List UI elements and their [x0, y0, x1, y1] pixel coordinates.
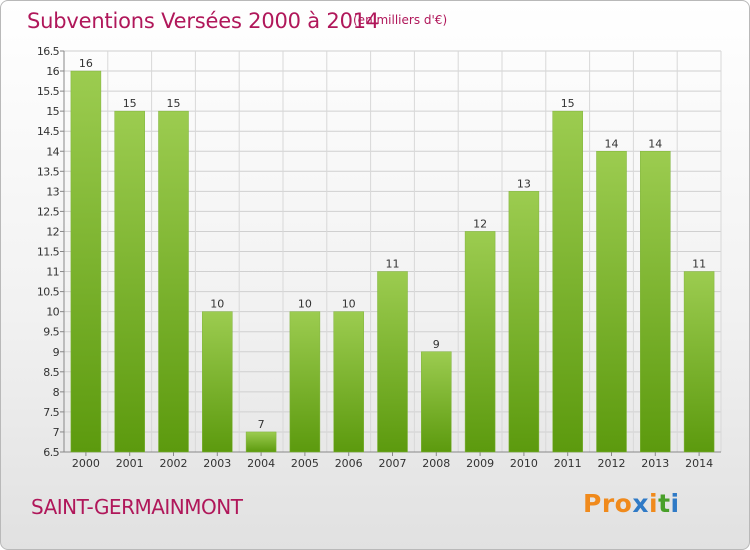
value-label: 13	[517, 177, 531, 190]
logo-letter: i	[670, 489, 680, 518]
x-tick-label: 2001	[116, 457, 144, 470]
y-tick-label: 13	[46, 185, 59, 198]
y-tick-label: 6.5	[43, 446, 59, 459]
bar-2002	[158, 110, 189, 453]
bar-2008	[421, 351, 452, 453]
y-tick-label: 14	[46, 145, 59, 158]
bars	[70, 70, 715, 453]
logo-letter: P	[583, 489, 602, 518]
x-tick-label: 2010	[510, 457, 538, 470]
chart-subtitle: (en milliers d'€)	[353, 13, 448, 27]
logo-letter: x	[632, 489, 649, 518]
x-tick-label: 2012	[598, 457, 626, 470]
logo-letter: t	[658, 489, 671, 518]
value-label: 15	[167, 97, 181, 110]
bar-2013	[640, 151, 671, 453]
bar-2006	[333, 311, 364, 453]
value-label: 15	[561, 97, 575, 110]
x-tick-label: 2006	[335, 457, 363, 470]
bar-2003	[202, 311, 233, 453]
y-tick-label: 11.5	[37, 246, 60, 259]
logo-letter: i	[649, 489, 659, 518]
bar-2005	[289, 311, 321, 453]
bar-2000	[70, 70, 102, 453]
x-tick-label: 2011	[554, 457, 582, 470]
y-tick-label: 9	[53, 346, 60, 359]
bar-2012	[596, 151, 627, 453]
x-tick-label: 2005	[291, 457, 319, 470]
value-label: 10	[342, 298, 356, 311]
x-tick-label: 2002	[160, 457, 188, 470]
value-label: 14	[605, 137, 619, 150]
bar-2014	[683, 271, 715, 453]
y-tick-label: 7	[53, 426, 60, 439]
value-label: 15	[123, 97, 137, 110]
bar-2010	[508, 191, 540, 453]
value-label: 10	[210, 298, 224, 311]
x-tick-label: 2004	[247, 457, 275, 470]
city-name: SAINT-GERMAINMONT	[31, 495, 243, 519]
bar-2011	[552, 110, 583, 453]
y-tick-label: 10.5	[37, 286, 60, 299]
x-tick-label: 2008	[422, 457, 450, 470]
value-label: 16	[79, 57, 93, 70]
y-tick-label: 7.5	[43, 406, 59, 419]
value-label: 11	[692, 258, 706, 271]
chart-title: Subventions Versées 2000 à 2014	[27, 9, 380, 33]
y-tick-label: 10	[46, 306, 59, 319]
y-tick-label: 15.5	[37, 85, 60, 98]
y-tick-label: 8	[53, 386, 60, 399]
value-label: 7	[258, 418, 265, 431]
value-label: 11	[386, 258, 400, 271]
value-label: 10	[298, 298, 312, 311]
y-tick-label: 11	[46, 266, 59, 279]
logo-letter: r	[601, 489, 615, 518]
value-label: 12	[473, 217, 487, 230]
x-tick-label: 2014	[685, 457, 713, 470]
logo-letter: o	[614, 489, 633, 518]
bar-2007	[377, 271, 408, 453]
value-label: 9	[433, 338, 440, 351]
x-tick-label: 2000	[72, 457, 100, 470]
bar-2004	[245, 431, 277, 453]
y-tick-label: 8.5	[43, 366, 59, 379]
x-tick-label: 2013	[641, 457, 669, 470]
proxiti-logo[interactable]: Proxiti	[583, 489, 680, 518]
y-tick-label: 14.5	[37, 125, 60, 138]
y-tick-label: 13.5	[37, 165, 60, 178]
x-tick-label: 2007	[379, 457, 407, 470]
y-tick-label: 16	[46, 65, 59, 78]
x-tick-label: 2003	[203, 457, 231, 470]
y-tick-label: 15	[46, 105, 59, 118]
labels: 6.5 7 7.5 8 8.5 9 9.5 10 10.5 11 11.5 12 12.5 13 13.5 1…	[37, 45, 713, 470]
y-tick-label: 12	[46, 225, 59, 238]
bar-2009	[464, 231, 496, 453]
y-tick-label: 16.5	[37, 45, 60, 58]
bar-2001	[114, 110, 145, 453]
x-tick-label: 2009	[466, 457, 494, 470]
y-tick-label: 9.5	[43, 326, 59, 339]
y-tick-label: 12.5	[37, 205, 60, 218]
value-label: 14	[648, 137, 662, 150]
